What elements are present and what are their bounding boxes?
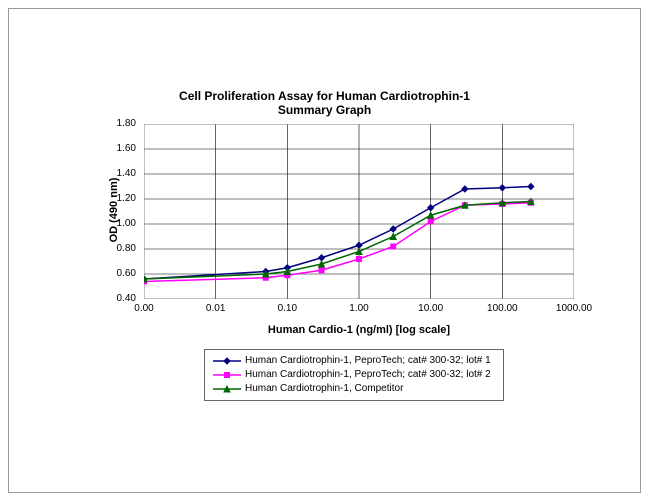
x-tick-label: 0.10 — [262, 303, 312, 314]
chart-frame: Cell Proliferation Assay for Human Cardi… — [8, 8, 641, 493]
data-marker — [428, 219, 433, 224]
y-tick-label: 1.20 — [117, 193, 136, 204]
legend-swatch — [213, 370, 241, 380]
data-marker — [356, 242, 362, 248]
data-marker — [319, 255, 325, 261]
plot-area — [144, 124, 574, 299]
data-marker — [391, 244, 396, 249]
data-marker — [357, 257, 362, 262]
x-tick-label: 1000.00 — [549, 303, 599, 314]
legend-item: Human Cardiotrophin-1, PeproTech; cat# 3… — [213, 354, 495, 368]
legend-swatch — [213, 384, 241, 394]
legend-swatch — [213, 356, 241, 366]
x-tick-label: 0.01 — [191, 303, 241, 314]
series-line — [144, 202, 531, 280]
legend-label: Human Cardiotrophin-1, Competitor — [245, 382, 403, 396]
y-tick-label: 1.60 — [117, 143, 136, 154]
data-marker — [390, 234, 396, 240]
legend: Human Cardiotrophin-1, PeproTech; cat# 3… — [204, 349, 504, 401]
data-marker — [390, 226, 396, 232]
x-tick-label: 1.00 — [334, 303, 384, 314]
legend-item: Human Cardiotrophin-1, Competitor — [213, 382, 495, 396]
legend-label: Human Cardiotrophin-1, PeproTech; cat# 3… — [245, 368, 491, 382]
legend-label: Human Cardiotrophin-1, PeproTech; cat# 3… — [245, 354, 491, 368]
x-tick-label: 10.00 — [406, 303, 456, 314]
x-tick-label: 0.00 — [119, 303, 169, 314]
legend-item: Human Cardiotrophin-1, PeproTech; cat# 3… — [213, 368, 495, 382]
data-marker — [428, 205, 434, 211]
data-marker — [462, 186, 468, 192]
chart-title: Cell Proliferation Assay for Human Cardi… — [9, 89, 640, 118]
data-marker — [499, 185, 505, 191]
y-tick-label: 0.80 — [117, 243, 136, 254]
x-axis-label: Human Cardio-1 (ng/ml) [log scale] — [144, 324, 574, 336]
data-marker — [225, 373, 230, 378]
data-marker — [319, 268, 324, 273]
chart-title-line1: Cell Proliferation Assay for Human Cardi… — [9, 89, 640, 103]
x-tick-label: 100.00 — [477, 303, 527, 314]
y-tick-label: 1.80 — [117, 118, 136, 129]
y-tick-label: 1.00 — [117, 218, 136, 229]
y-tick-label: 1.40 — [117, 168, 136, 179]
chart-svg — [144, 124, 574, 299]
series-line — [144, 203, 531, 282]
chart-title-line2: Summary Graph — [9, 103, 640, 117]
data-marker — [528, 184, 534, 190]
data-marker — [224, 358, 230, 364]
y-tick-label: 0.60 — [117, 268, 136, 279]
